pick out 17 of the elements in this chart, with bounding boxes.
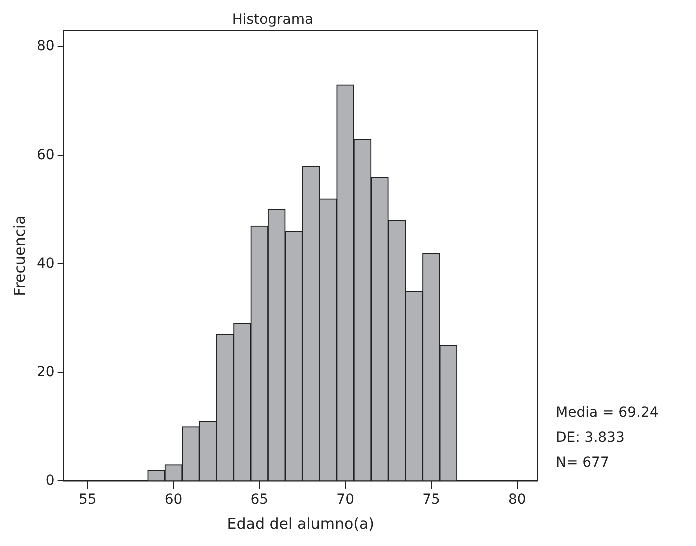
y-tick-label: 40 xyxy=(36,256,55,272)
y-tick-label: 80 xyxy=(36,38,55,55)
x-tick-label: 80 xyxy=(508,492,526,508)
x-tick-label: 75 xyxy=(422,492,440,508)
text: N= 677 xyxy=(556,454,610,471)
x-tick-label: 55 xyxy=(78,492,97,508)
y-axis-title: Frecuencia xyxy=(10,216,29,296)
x-tick-label: 65 xyxy=(250,492,269,508)
y-tick-label: 0 xyxy=(46,472,55,489)
text: DE: 3.833 xyxy=(556,430,625,446)
x-tick-label: 70 xyxy=(336,492,354,508)
text: Media = 69.24 xyxy=(556,404,659,421)
y-tick-label: 60 xyxy=(36,147,55,164)
x-tick-label: 60 xyxy=(164,492,183,508)
y-tick-label: 20 xyxy=(36,364,55,380)
chart-title: Histograma xyxy=(232,12,314,28)
x-axis-title: Edad del alumno(a) xyxy=(227,514,375,533)
